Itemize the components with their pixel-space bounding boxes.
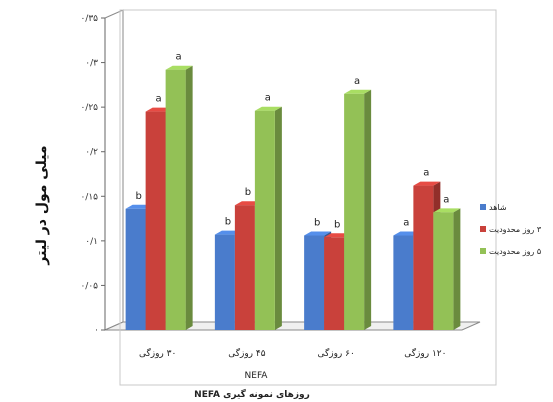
category-label: ۳۰ روزگی bbox=[139, 347, 176, 359]
legend-entry: ۵ روز محدودیت bbox=[489, 247, 541, 256]
data-label: b bbox=[135, 191, 141, 202]
bar-front bbox=[393, 235, 414, 330]
data-label: b bbox=[314, 218, 320, 229]
bar-front bbox=[304, 235, 325, 330]
plot-frame bbox=[119, 9, 497, 386]
data-label: b bbox=[245, 187, 251, 198]
data-label: a bbox=[443, 194, 449, 205]
y-axis-label: میلی مول در لیتر bbox=[34, 145, 50, 265]
y-tick-label: ۰/۱ bbox=[85, 237, 98, 247]
y-tick-label: ۰/۳ bbox=[85, 59, 98, 69]
bar-front bbox=[433, 212, 454, 330]
legend-entry: شاهد bbox=[489, 203, 507, 212]
legend-swatch bbox=[480, 248, 486, 254]
bar-top bbox=[433, 208, 461, 213]
category-label: ۴۵ روزگی bbox=[228, 347, 266, 359]
data-label: a bbox=[176, 52, 182, 63]
bar-front bbox=[413, 185, 434, 330]
legend-swatch bbox=[480, 204, 486, 210]
bar-front bbox=[324, 237, 345, 330]
bar-top bbox=[254, 106, 282, 111]
y-tick-label: ۰/۲ bbox=[85, 148, 98, 158]
bar-top bbox=[304, 231, 332, 236]
bar-front bbox=[234, 205, 255, 330]
data-label: a bbox=[423, 168, 429, 179]
bar-top bbox=[344, 89, 372, 94]
category-label: ۱۲۰ روزگی bbox=[404, 347, 446, 359]
legend-swatch bbox=[480, 226, 486, 232]
y-tick-label: ۰/۱۵ bbox=[80, 192, 98, 202]
bar-top bbox=[165, 65, 193, 70]
data-label: a bbox=[354, 76, 360, 87]
data-label: a bbox=[265, 93, 271, 104]
category-label: ۶۰ روزگی bbox=[317, 347, 354, 359]
bar-top bbox=[413, 181, 441, 186]
bar bbox=[254, 106, 282, 330]
bar bbox=[165, 65, 193, 331]
y-tick-label: ۰/۳۵ bbox=[80, 14, 98, 24]
bar bbox=[433, 208, 461, 330]
data-label: b bbox=[334, 219, 340, 230]
bar-front bbox=[214, 234, 235, 330]
legend-entry: ۳ روز محدودیت bbox=[489, 225, 542, 234]
bar-side bbox=[274, 106, 282, 330]
bar-side bbox=[364, 89, 372, 331]
bar-side bbox=[185, 65, 193, 331]
bar-front bbox=[165, 69, 186, 331]
bar-side bbox=[453, 208, 461, 330]
data-label: a bbox=[156, 94, 162, 105]
y-tick-label: ۰/۲۵ bbox=[80, 103, 98, 113]
data-label: b bbox=[225, 217, 231, 228]
x-axis-label-line2: روزهای نمونه گیری NEFA bbox=[194, 388, 310, 400]
bar-front bbox=[254, 110, 275, 330]
y-tick-label: ۰/۰۵ bbox=[80, 281, 98, 291]
y-tick-label: · bbox=[95, 326, 98, 336]
x-axis-label-line1: NEFA bbox=[245, 371, 269, 381]
bar bbox=[344, 89, 372, 331]
bar-front bbox=[344, 93, 365, 331]
data-label: a bbox=[403, 218, 409, 229]
bar-front bbox=[145, 111, 166, 330]
bar-front bbox=[125, 208, 146, 330]
